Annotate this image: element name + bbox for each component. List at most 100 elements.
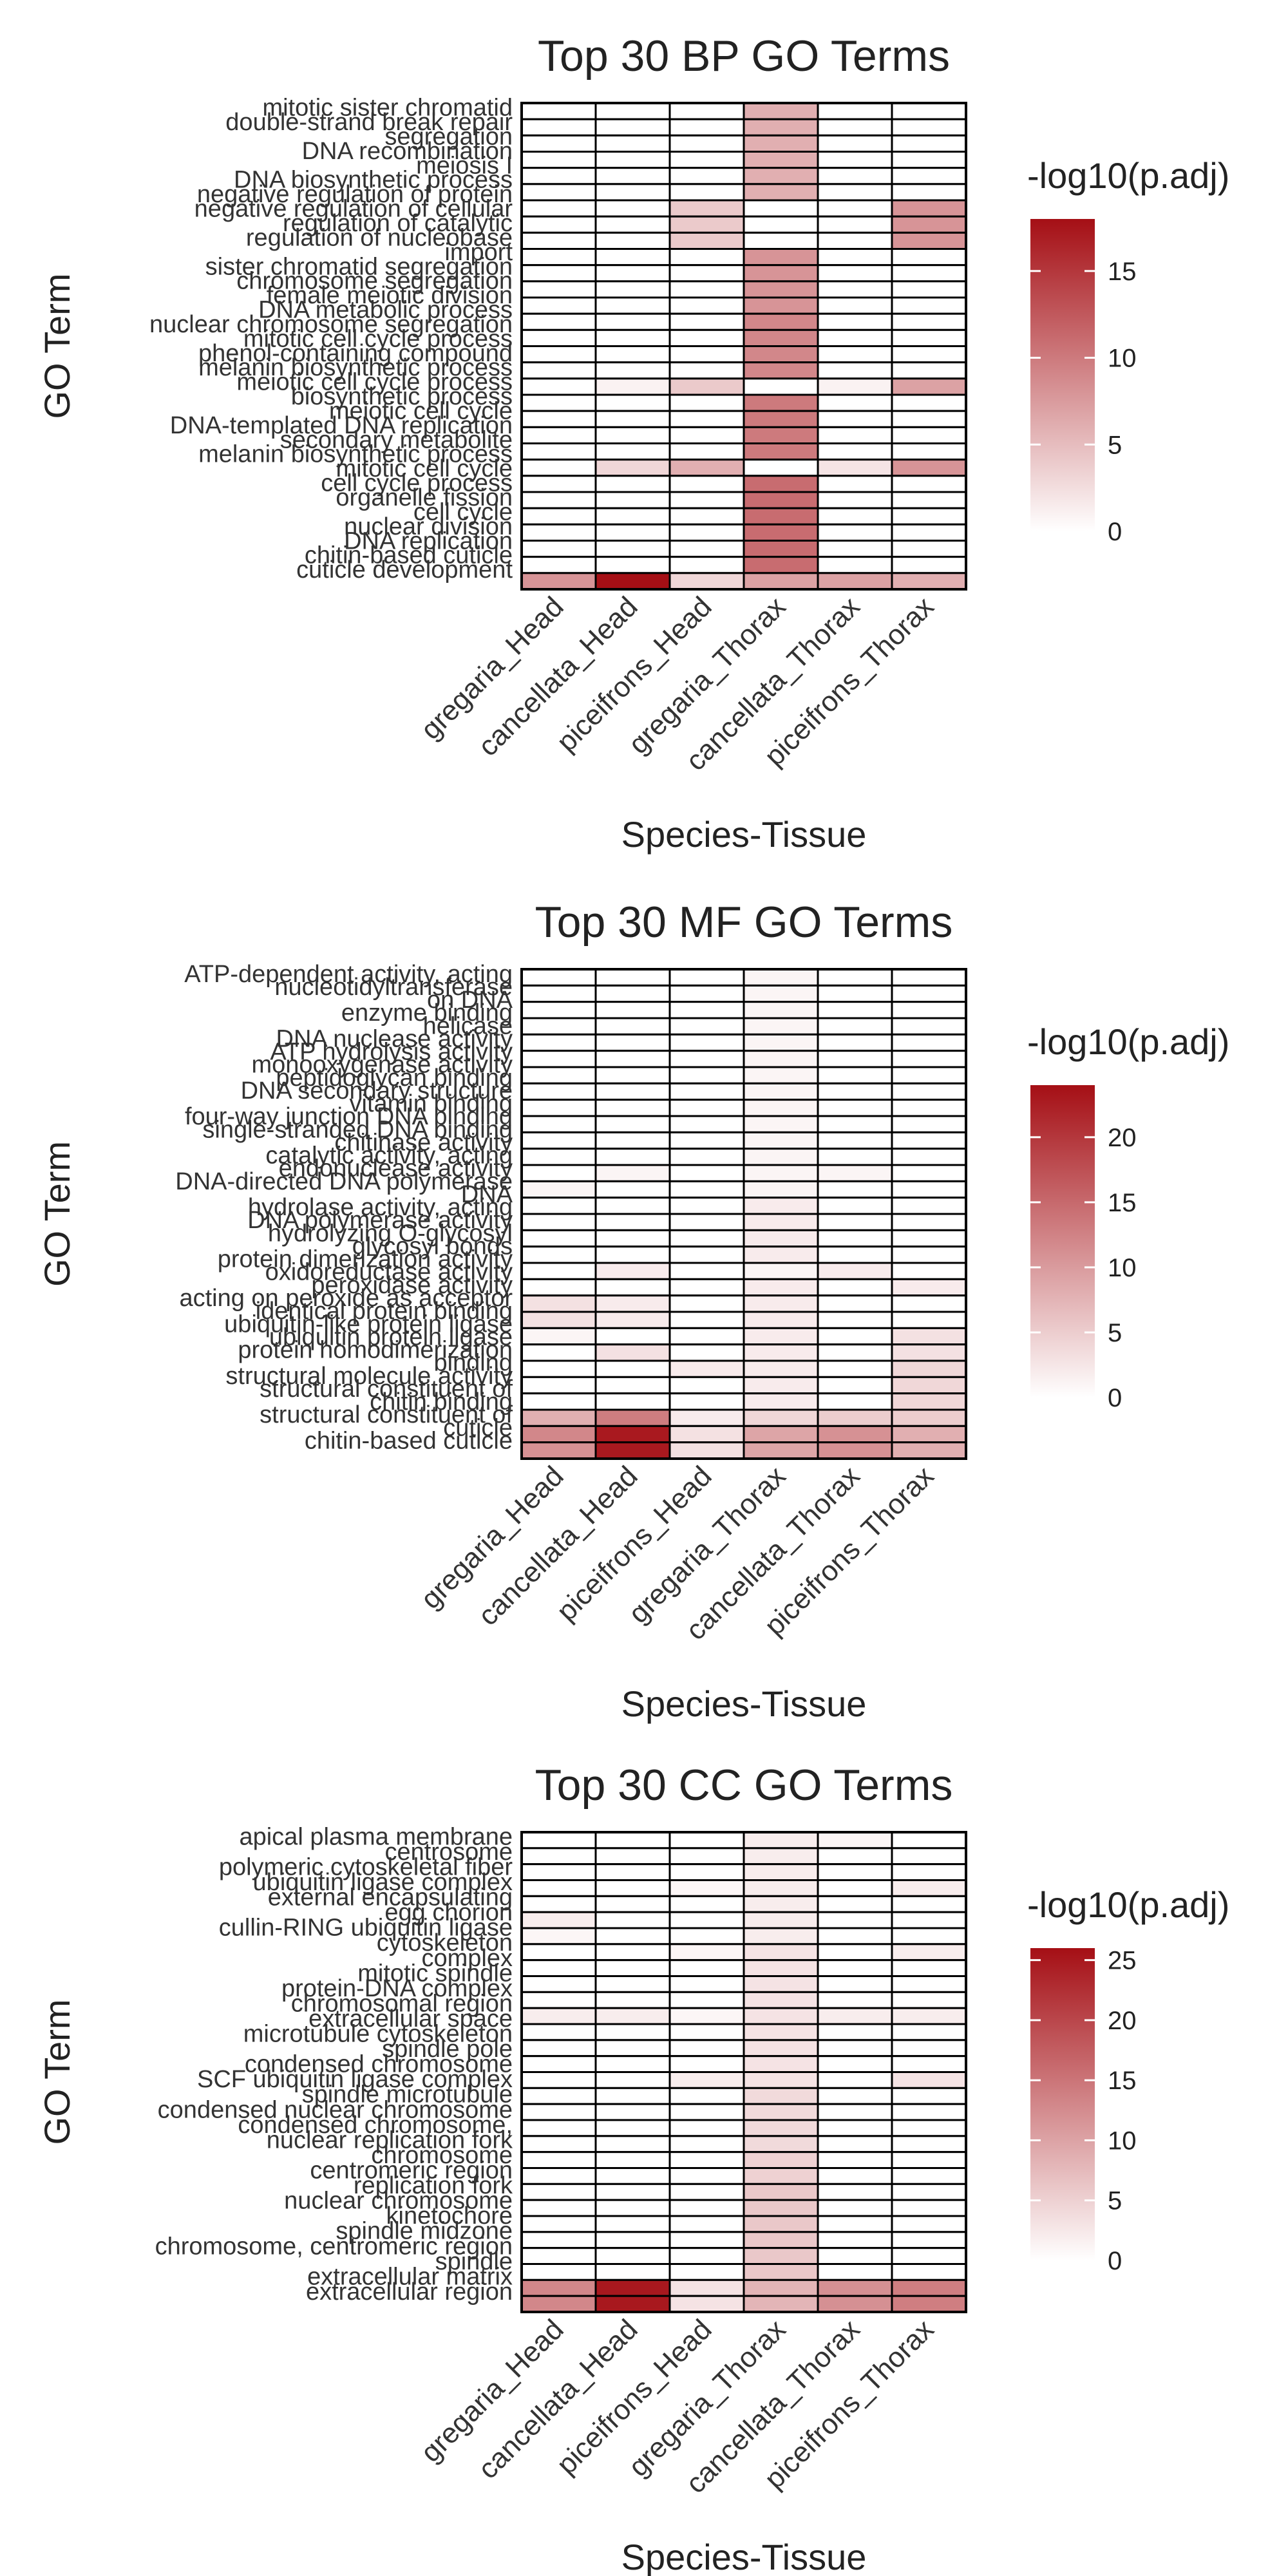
heatmap-cell [520, 1408, 597, 1427]
y-tick-label: chromosome [371, 2142, 513, 2169]
heatmap-cell [520, 167, 597, 185]
heatmap-cell [594, 426, 671, 444]
heatmap-cell [891, 280, 967, 299]
heatmap-cell [668, 280, 745, 299]
heatmap-cell [520, 1425, 597, 1444]
heatmap-cell [891, 1975, 967, 1993]
y-tick-label: DNA [461, 1181, 513, 1208]
heatmap-cell [743, 361, 819, 380]
legend-tick-label: 15 [1108, 258, 1137, 286]
heatmap-cell [668, 1164, 745, 1182]
heatmap-cell [668, 312, 745, 331]
heatmap-cell [594, 1847, 671, 1866]
heatmap-cell [817, 1359, 893, 1378]
heatmap-cell [668, 2183, 745, 2201]
heatmap-cell [817, 280, 893, 299]
heatmap-cell [668, 199, 745, 218]
legend-tick-label: 5 [1108, 431, 1122, 459]
heatmap-cell [520, 1294, 597, 1313]
heatmap-cell [817, 2199, 893, 2217]
heatmap-cell [891, 361, 967, 380]
heatmap-cell [743, 1359, 819, 1378]
heatmap-cell [891, 151, 967, 169]
heatmap-cell [891, 134, 967, 153]
heatmap-cell [817, 984, 893, 1003]
heatmap-cell [743, 231, 819, 251]
heatmap-cell [743, 540, 819, 558]
legend-title: -log10(p.adj) [1027, 1884, 1229, 1925]
heatmap-cell [891, 1294, 967, 1313]
heatmap-cell [668, 2151, 745, 2170]
heatmap-cell [817, 1180, 893, 1199]
heatmap-cell [891, 1911, 967, 1929]
heatmap-cell [817, 2071, 893, 2089]
heatmap-cell [520, 328, 597, 347]
heatmap-cell [743, 2215, 819, 2233]
heatmap-cell [817, 393, 893, 412]
heatmap-cell [520, 1131, 597, 1150]
heatmap-cell [668, 1311, 745, 1329]
heatmap-cell [594, 2023, 671, 2041]
heatmap-cell [520, 1376, 597, 1395]
heatmap-cell [594, 2087, 671, 2105]
heatmap-cell [743, 377, 819, 396]
heatmap-cell [594, 2071, 671, 2089]
heatmap-cell [891, 507, 967, 526]
legend-title: -log10(p.adj) [1027, 1021, 1229, 1062]
y-tick-label: DNA polymerase activity [247, 1207, 513, 1234]
heatmap-cell [594, 264, 671, 283]
y-tick-label: melanin biosynthetic process [198, 354, 513, 381]
y-tick-label: negative regulation of protein [197, 181, 513, 208]
y-tick-label: melanin biosynthetic process [198, 441, 513, 468]
heatmap-cell [743, 1959, 819, 1978]
heatmap-cell [891, 1278, 967, 1297]
heatmap-cell [817, 1164, 893, 1182]
heatmap-cell [891, 1066, 967, 1084]
y-tick-label: ATP hydrolysis activity [270, 1039, 513, 1066]
heatmap-cell [891, 1245, 967, 1264]
heatmap-cell [520, 507, 597, 526]
heatmap-cell [594, 2055, 671, 2074]
heatmap-cell [743, 2103, 819, 2121]
legend-color-bar [1030, 1948, 1095, 2260]
y-tick-label: condensed nuclear chromosome [158, 2096, 513, 2123]
heatmap-cell [891, 1115, 967, 1133]
heatmap-cell [668, 1441, 745, 1460]
heatmap-cell [891, 2007, 967, 2025]
heatmap-cell [668, 1975, 745, 1993]
heatmap-cell [817, 2135, 893, 2154]
heatmap-cell [520, 1927, 597, 1946]
heatmap-cell [668, 1278, 745, 1297]
heatmap-cell [668, 2167, 745, 2185]
heatmap-cell [594, 1879, 671, 1897]
heatmap-cell [520, 1050, 597, 1068]
heatmap-cell [817, 1001, 893, 1019]
heatmap-cell [520, 1262, 597, 1280]
y-tick-label: DNA replication [344, 527, 513, 554]
grid-border [520, 102, 967, 591]
y-tick-label: hydrolase activity, acting [248, 1194, 513, 1221]
heatmap-cell [594, 377, 671, 396]
heatmap-cell [817, 523, 893, 542]
heatmap-panel-1: Top 30 BP GO Terms mitotic sister chromat… [37, 32, 1229, 855]
heatmap-cell [520, 2199, 597, 2217]
heatmap-cell [668, 1148, 745, 1166]
y-tick-label: ubiquitin ligase complex [253, 1869, 513, 1896]
heatmap-cell [594, 475, 671, 493]
heatmap-cell [668, 1245, 745, 1264]
heatmap-cell [668, 345, 745, 364]
y-tick-label: organelle fission [336, 484, 513, 511]
heatmap-cell [520, 361, 597, 380]
heatmap-cell [520, 2119, 597, 2137]
y-tick-label: cullin-RING ubiquitin ligase [219, 1915, 513, 1942]
y-axis-title: GO Term [37, 1141, 77, 1287]
heatmap-cell [743, 968, 819, 987]
heatmap-cell [743, 102, 819, 120]
heatmap-cell [594, 1164, 671, 1182]
heatmap-cell [817, 1863, 893, 1882]
heatmap-cell [520, 410, 597, 428]
heatmap-cell [520, 1115, 597, 1133]
y-tick-label: nucleotidyltransferase [274, 974, 513, 1001]
heatmap-cell [594, 1863, 671, 1882]
